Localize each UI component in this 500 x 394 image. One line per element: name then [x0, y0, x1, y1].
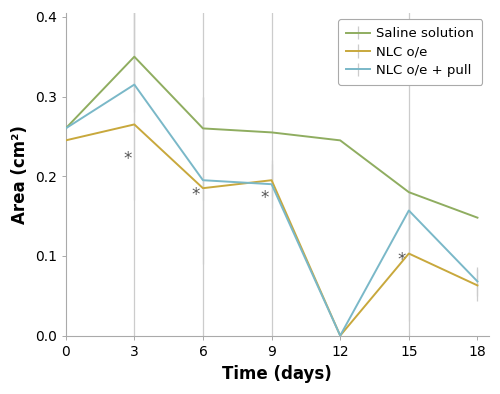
Text: *: *: [124, 150, 132, 168]
X-axis label: Time (days): Time (days): [222, 365, 332, 383]
Legend: Saline solution, NLC o/e, NLC o/e + pull: Saline solution, NLC o/e, NLC o/e + pull: [338, 19, 482, 85]
Text: *: *: [398, 251, 406, 269]
Text: *: *: [192, 186, 200, 204]
Y-axis label: Area (cm²): Area (cm²): [11, 125, 29, 224]
Text: *: *: [260, 189, 269, 207]
